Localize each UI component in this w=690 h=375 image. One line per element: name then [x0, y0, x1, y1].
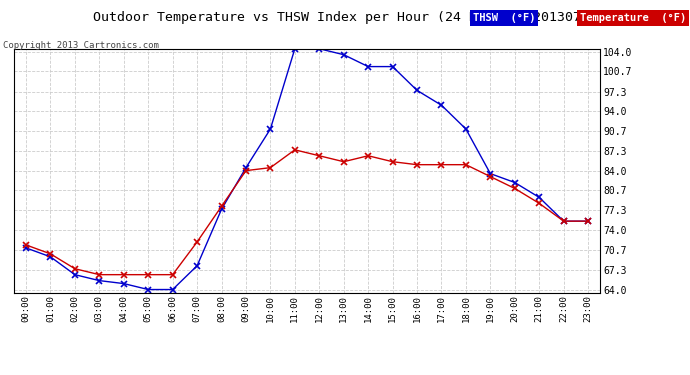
Text: Temperature  (°F): Temperature (°F) [580, 13, 686, 23]
Text: THSW  (°F): THSW (°F) [473, 13, 535, 23]
Text: Outdoor Temperature vs THSW Index per Hour (24 Hours)  20130714: Outdoor Temperature vs THSW Index per Ho… [93, 11, 597, 24]
Text: Copyright 2013 Cartronics.com: Copyright 2013 Cartronics.com [3, 41, 159, 50]
